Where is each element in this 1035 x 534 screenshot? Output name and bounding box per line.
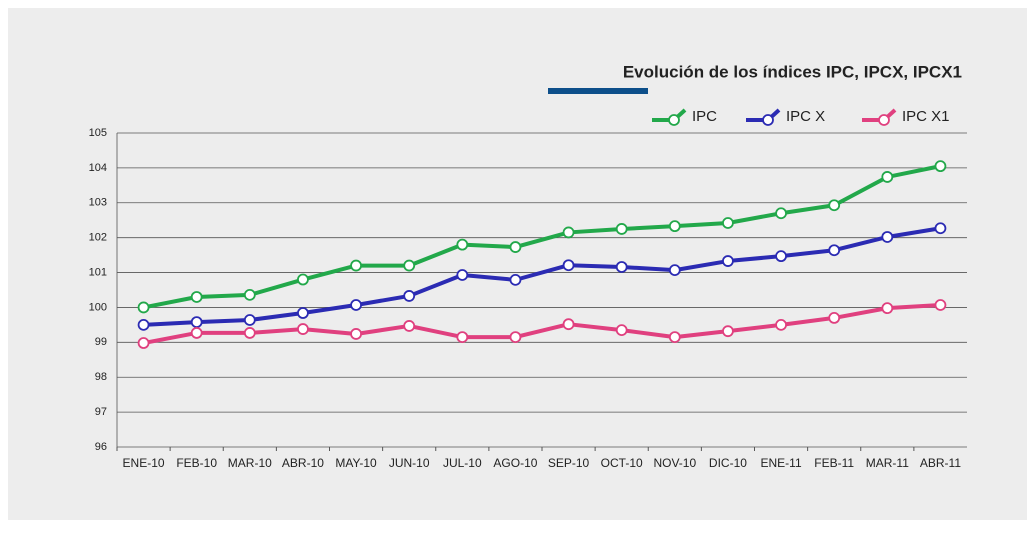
data-point <box>137 301 150 314</box>
y-tick-label: 104 <box>89 162 107 174</box>
x-tick-label: ABR-10 <box>282 456 324 470</box>
data-point <box>350 259 362 272</box>
data-point <box>403 320 416 332</box>
data-point <box>297 323 309 335</box>
data-point <box>881 231 894 243</box>
x-tick-label: MAR-11 <box>866 456 909 470</box>
data-point <box>137 318 150 331</box>
chart-title: Evolución de los índices IPC, IPCX, IPCX… <box>623 62 962 81</box>
data-point <box>828 244 841 257</box>
data-point <box>828 312 841 324</box>
x-tick-label: AGO-10 <box>493 456 537 470</box>
y-tick-label: 101 <box>89 266 107 278</box>
data-point <box>828 199 841 212</box>
y-tick-label: 102 <box>89 232 107 244</box>
y-tick-label: 103 <box>89 197 107 209</box>
y-tick-label: 100 <box>89 301 107 313</box>
data-point <box>722 255 734 267</box>
data-point <box>243 288 256 301</box>
data-point <box>243 314 256 326</box>
data-point <box>615 261 628 273</box>
data-point <box>615 324 628 337</box>
data-point <box>562 259 575 272</box>
legend-marker <box>762 114 774 126</box>
x-tick-label: OCT-10 <box>601 456 643 470</box>
data-point <box>881 302 894 315</box>
data-point <box>562 226 575 239</box>
series-line <box>143 303 941 345</box>
y-tick-label: 96 <box>95 441 107 453</box>
data-point <box>456 269 469 281</box>
data-point <box>297 273 309 286</box>
x-tick-label: NOV-10 <box>653 456 696 470</box>
data-point <box>881 171 894 183</box>
data-point <box>668 264 681 277</box>
y-tick-label: 99 <box>95 336 107 348</box>
x-tick-label: JUL-10 <box>443 456 482 470</box>
x-tick-label: MAY-10 <box>335 456 377 470</box>
data-point <box>403 259 416 272</box>
data-point <box>509 331 522 344</box>
data-point <box>668 220 681 233</box>
data-point <box>350 328 362 340</box>
x-tick-label: ENE-10 <box>123 456 165 470</box>
data-point <box>509 241 522 253</box>
data-point <box>456 331 469 344</box>
legend-label: IPC X <box>786 108 825 125</box>
data-point <box>934 222 947 235</box>
x-tick-label: ABR-11 <box>920 456 961 470</box>
data-point <box>562 318 575 331</box>
data-point <box>190 316 203 328</box>
x-tick-label: DIC-10 <box>709 456 747 470</box>
data-point <box>775 250 787 263</box>
series-line <box>143 226 941 327</box>
data-point <box>190 327 203 339</box>
title-bar <box>548 88 648 94</box>
data-point <box>456 238 469 251</box>
legend-marker <box>878 114 890 126</box>
x-tick-label: ENE-11 <box>760 456 801 470</box>
data-point <box>775 207 787 220</box>
y-tick-label: 105 <box>89 127 107 139</box>
x-tick-label: JUN-10 <box>389 456 430 470</box>
x-tick-label: FEB-11 <box>814 456 854 470</box>
data-point <box>722 325 734 338</box>
data-point <box>668 331 681 344</box>
legend-label: IPC X1 <box>902 108 950 125</box>
data-point <box>243 327 256 339</box>
background <box>8 8 1027 520</box>
data-point <box>137 337 150 349</box>
data-point <box>403 290 416 302</box>
y-tick-label: 98 <box>95 371 107 383</box>
legend-label: IPC <box>692 108 717 125</box>
data-point <box>615 223 628 235</box>
legend-marker <box>668 114 680 126</box>
data-point <box>297 307 309 319</box>
series-line <box>143 164 941 310</box>
y-tick-label: 97 <box>95 406 107 418</box>
data-point <box>190 291 203 303</box>
data-point <box>934 160 947 173</box>
x-tick-label: SEP-10 <box>548 456 590 470</box>
data-point <box>775 318 787 331</box>
data-point <box>509 273 522 286</box>
data-point <box>934 299 947 311</box>
x-tick-label: FEB-10 <box>176 456 217 470</box>
x-tick-label: MAR-10 <box>228 456 272 470</box>
data-point <box>722 217 734 229</box>
data-point <box>350 299 362 311</box>
